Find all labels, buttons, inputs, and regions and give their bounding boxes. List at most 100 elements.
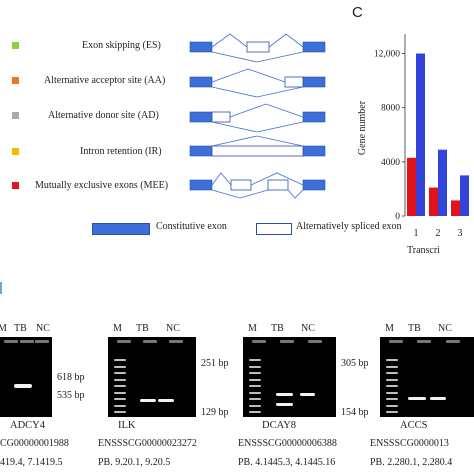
aa-label: Alternative acceptor site (AA) — [44, 75, 166, 86]
pcr-band — [300, 393, 315, 396]
es-label: Exon skipping (ES) — [82, 40, 161, 51]
bp-label-upper: 618 bp — [57, 372, 85, 383]
aa-color-swatch — [12, 77, 19, 84]
ladder-band — [386, 365, 398, 368]
ladder-band — [249, 385, 261, 387]
ad-exon-right — [302, 111, 326, 123]
ir-alt-exon — [211, 145, 304, 157]
ladder-band — [114, 385, 126, 387]
lane-label-nc: NC — [36, 323, 50, 334]
ad-exon-left — [189, 111, 213, 123]
y-tick-label: 8000 — [381, 104, 400, 114]
y-tick-label: 12,000 — [374, 50, 400, 60]
constitutive-exon-label: Constitutive exon — [156, 221, 227, 232]
pcr-band — [14, 384, 32, 388]
gene-name: ADCY4 — [10, 420, 46, 431]
x-tick-label: 3 — [458, 228, 463, 239]
pcr-band — [276, 393, 293, 396]
ladder-band — [386, 372, 398, 374]
gene-name: ACCS — [400, 420, 428, 431]
gene-name: DCAY8 — [262, 420, 297, 431]
lane-label-nc: NC — [166, 323, 180, 334]
pcr-band — [430, 397, 446, 400]
ad-alt-exon — [211, 111, 231, 123]
gel-ilk — [108, 337, 196, 417]
es-exon-left — [189, 41, 213, 53]
ensembl-id: CG00000001988 — [0, 438, 69, 449]
gel-accs — [380, 337, 474, 417]
ad-label: Alternative donor site (AD) — [48, 110, 159, 121]
ladder-band — [386, 359, 398, 361]
pcr-band — [140, 399, 156, 402]
ladder-band — [249, 378, 261, 381]
gel-well — [169, 340, 184, 343]
bp-label-lower: 535 bp — [57, 390, 85, 401]
gel-well — [417, 340, 432, 343]
gel-well — [307, 340, 322, 343]
ladder-band — [114, 365, 126, 368]
x-axis-label: Transcri — [407, 245, 440, 256]
es-color-swatch — [12, 42, 19, 49]
ladder-band — [386, 391, 398, 394]
pacbio-isoforms: 419.4, 7.1419.5 — [0, 457, 63, 468]
bar-blue-3 — [460, 175, 469, 216]
ladder-band — [114, 391, 126, 394]
transcript-bar-chart: 12,000 8000 4000 0 Gene number 1 2 3 Transcri — [357, 34, 469, 256]
aa-exon-left — [189, 76, 213, 88]
lane-label-m: M — [0, 323, 7, 334]
constitutive-exon-swatch — [92, 223, 150, 235]
ladder-band — [249, 372, 261, 374]
y-tick-label: 0 — [395, 212, 400, 222]
gel-well — [4, 340, 19, 343]
ensembl-id: ENSSSCG00000023272 — [98, 438, 197, 449]
y-axis-label: Gene number — [357, 100, 368, 155]
lane-label-tb: TB — [14, 323, 27, 334]
ir-exon-right — [302, 145, 326, 157]
ladder-band — [249, 404, 261, 407]
ladder-band — [386, 411, 398, 413]
gel-well — [252, 340, 267, 343]
bar-blue-1 — [416, 53, 425, 217]
gel-well — [142, 340, 157, 343]
lane-label-m: M — [248, 323, 257, 334]
gel-well — [389, 340, 404, 343]
ir-exon-left — [189, 145, 213, 157]
ladder-band — [386, 385, 398, 387]
panel-c-label: C — [352, 4, 363, 21]
bp-label-lower: 154 bp — [341, 407, 369, 418]
pcr-band — [158, 399, 174, 402]
mee-alt-exon-2 — [267, 179, 289, 191]
pcr-band — [276, 403, 293, 406]
gel-adcy4 — [0, 337, 52, 417]
ladder-band — [386, 398, 398, 400]
pacbio-isoforms: PB. 9.20.1, 9.20.5 — [98, 457, 171, 468]
gel-dcay8 — [243, 337, 336, 417]
ladder-band — [249, 359, 261, 361]
mee-alt-exon-1 — [230, 179, 252, 191]
mee-exon-right — [302, 179, 326, 191]
ladder-band — [114, 398, 126, 400]
exon-diagrams — [189, 33, 326, 199]
ladder-band — [114, 378, 126, 381]
lane-label-tb: TB — [136, 323, 149, 334]
es-exon-right — [302, 41, 326, 53]
bar-red-2 — [429, 187, 438, 216]
ladder-band — [249, 391, 261, 394]
es-alt-exon — [246, 41, 270, 53]
lane-label-tb: TB — [408, 323, 421, 334]
aa-alt-exon — [284, 76, 304, 88]
alt-spliced-exon-swatch — [256, 223, 292, 235]
ladder-band — [249, 365, 261, 368]
panel-d-edge-mark — [0, 282, 2, 294]
pacbio-isoforms: PB. 4.1445.3, 4.1445.16 — [238, 457, 336, 468]
ladder-band — [114, 411, 126, 413]
lane-label-nc: NC — [301, 323, 315, 334]
x-tick-label: 1 — [414, 228, 419, 239]
gel-well — [280, 340, 295, 343]
ladder-band — [249, 411, 261, 413]
bp-label-lower: 129 bp — [201, 407, 229, 418]
ladder-band — [114, 359, 126, 361]
bar-red-1 — [407, 157, 416, 216]
mee-exon-left — [189, 179, 213, 191]
bar-blue-2 — [438, 149, 447, 216]
